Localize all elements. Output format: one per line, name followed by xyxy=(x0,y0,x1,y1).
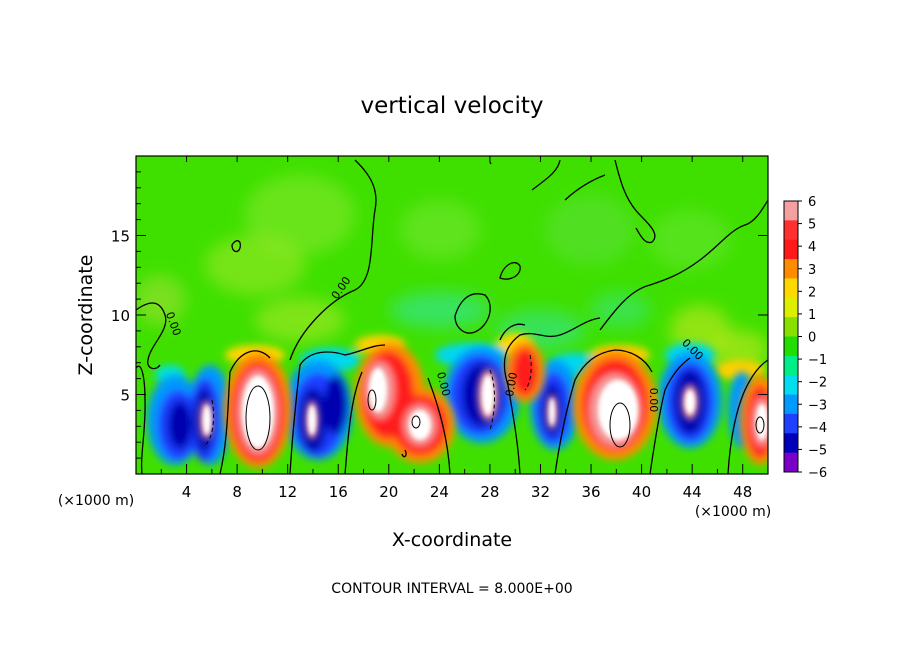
colorbar-swatch xyxy=(784,336,798,357)
x-tick-label: 16 xyxy=(329,483,348,501)
chart-title: vertical velocity xyxy=(361,93,544,119)
colorbar-tick-label: 1 xyxy=(808,308,816,323)
colorbar-swatch xyxy=(784,433,798,454)
x-tick-label: 20 xyxy=(379,483,398,501)
colorbar-swatch xyxy=(784,317,798,337)
x-tick-label: 28 xyxy=(480,483,499,501)
negative-contours xyxy=(204,354,532,446)
y-tick-label: 15 xyxy=(111,228,130,246)
colorbar-tick-label: −6 xyxy=(808,466,827,481)
x-tick-label: 4 xyxy=(182,483,192,501)
colorbar-swatch xyxy=(784,201,798,221)
colorbar-swatch xyxy=(784,278,798,299)
colorbar-swatch xyxy=(784,413,798,434)
colorbar-swatch xyxy=(784,297,798,318)
upper-level-shading xyxy=(136,175,768,370)
y-tick-label: 5 xyxy=(120,387,130,405)
x-axis-ticks: 4 8 12 16 20 24 28 32 36 40 44 48 xyxy=(160,156,752,501)
positive-contours xyxy=(245,385,765,451)
colorbar-swatch xyxy=(784,259,798,279)
colorbar-swatch xyxy=(784,375,798,396)
x-tick-label: 44 xyxy=(683,483,702,501)
colorbar-tick-label: 2 xyxy=(808,285,816,300)
colorbar-tick-label: 3 xyxy=(808,263,816,278)
x-unit-left: (×1000 m) xyxy=(58,493,134,509)
velocity-field: 0.00 0.00 0.00 0.00 0.00 0.00 xyxy=(136,156,768,474)
contour-label: 0.00 xyxy=(647,388,660,413)
x-tick-label: 36 xyxy=(581,483,600,501)
y-tick-label: 10 xyxy=(111,307,130,325)
contour-label: 0.00 xyxy=(503,371,520,397)
x-tick-label: 32 xyxy=(531,483,550,501)
colorbar-tick-label: −4 xyxy=(808,421,827,436)
zero-contours xyxy=(136,159,768,474)
colorbar-tick-label: −2 xyxy=(808,376,827,391)
x-tick-label: 24 xyxy=(430,483,449,501)
contour-label: 0.00 xyxy=(434,371,453,398)
colorbar-swatch xyxy=(784,220,798,241)
colorbar-swatch xyxy=(784,239,798,260)
x-unit-right: (×1000 m) xyxy=(695,504,771,520)
x-axis-label: X-coordinate xyxy=(392,529,512,551)
x-tick-label: 40 xyxy=(632,483,651,501)
colorbar-tick-label: 4 xyxy=(808,240,816,255)
colorbar-tick-label: −1 xyxy=(808,353,827,368)
colorbar-tick-label: 5 xyxy=(808,218,816,233)
colorbar-swatch xyxy=(784,355,798,376)
updraft-peaks xyxy=(203,368,768,448)
x-tick-label: 8 xyxy=(232,483,242,501)
colorbar-tick-label: −3 xyxy=(808,398,827,413)
colorbar-tick-label: −5 xyxy=(808,443,827,458)
colorbar-tick-label: 0 xyxy=(808,331,816,346)
colorbar-swatch xyxy=(784,394,798,415)
colorbar: 6 5 4 3 2 1 0 −1 −2 −3 −4 −5 −6 xyxy=(783,195,827,481)
x-tick-label: 12 xyxy=(278,483,297,501)
colorbar-tick-label: 6 xyxy=(808,195,816,210)
x-tick-label: 48 xyxy=(733,483,752,501)
y-axis-label: Z-coordinate xyxy=(75,255,97,376)
y-axis-ticks: 5 10 15 xyxy=(111,171,768,459)
colorbar-swatch xyxy=(784,452,798,473)
contour-interval-note: CONTOUR INTERVAL = 8.000E+00 xyxy=(331,581,572,597)
